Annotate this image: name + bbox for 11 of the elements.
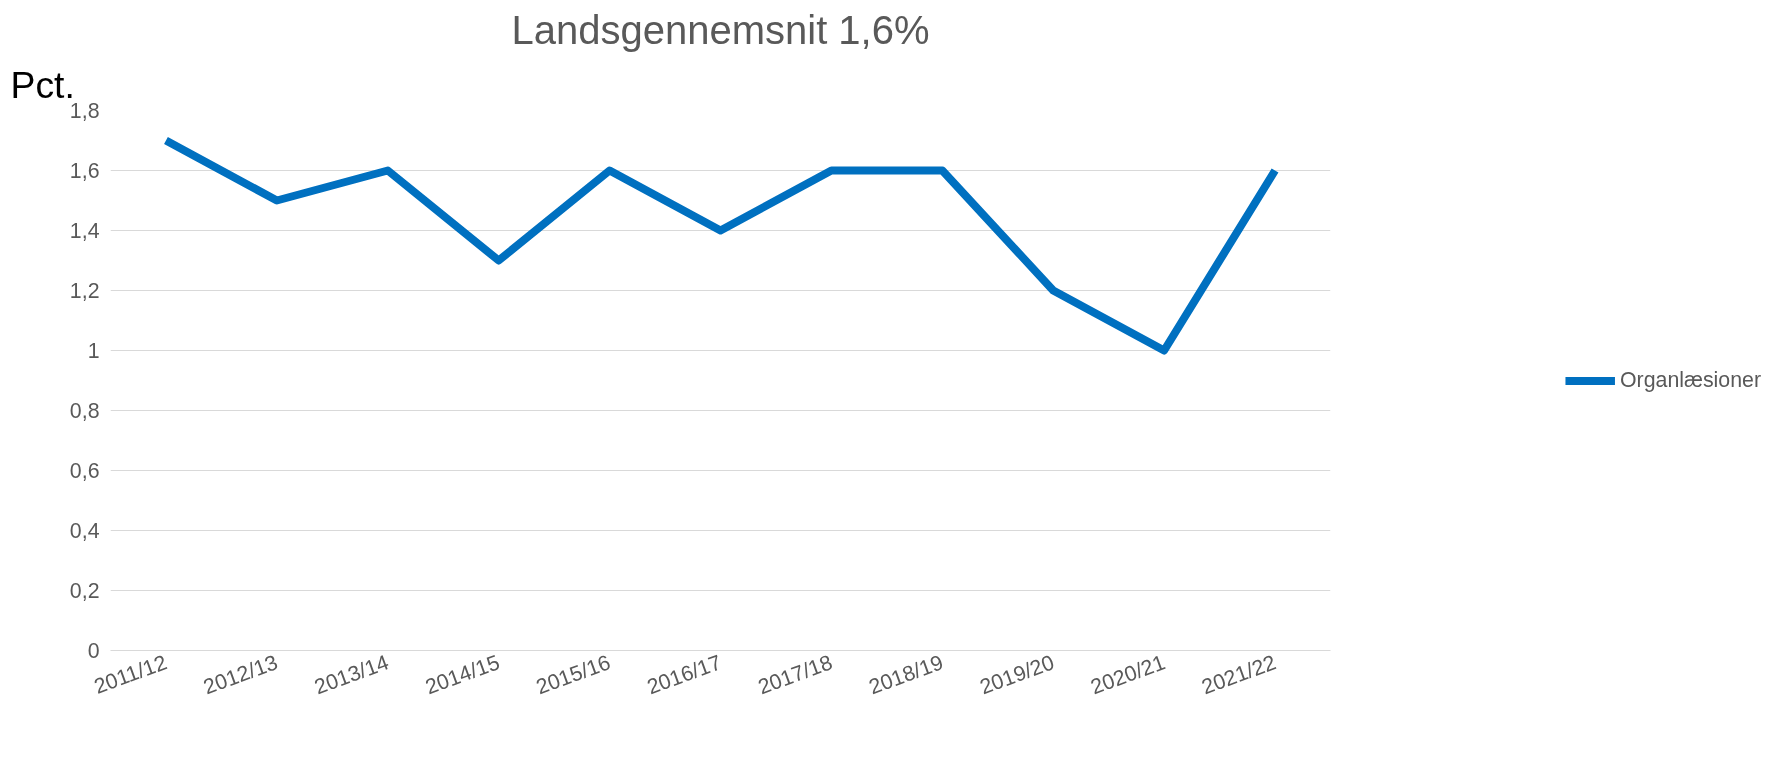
- y-tick-label: 1,6: [69, 159, 100, 183]
- legend-label: Organlæsioner: [1619, 367, 1762, 393]
- y-tick-label: 1: [87, 339, 100, 363]
- y-tick-label: 1,8: [69, 99, 100, 123]
- y-tick-label: 0,2: [69, 579, 100, 603]
- y-tick-label: 0,4: [69, 519, 100, 543]
- y-tick-label: 0,8: [69, 399, 100, 423]
- y-tick-label: 1,4: [69, 219, 100, 243]
- y-tick-label: 0,6: [69, 459, 100, 483]
- y-tick-label: 1,2: [69, 279, 100, 303]
- chart-title: Landsgennemsnit 1,6%: [511, 7, 930, 52]
